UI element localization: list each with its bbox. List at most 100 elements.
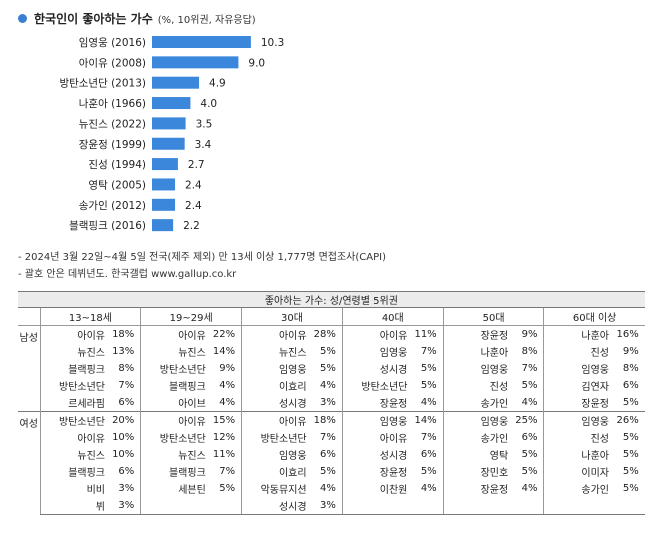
singer-percent: 6%: [320, 449, 336, 460]
singer-name: 블랙핑크: [140, 463, 208, 480]
header-blank: [18, 307, 40, 326]
singer-name: 세븐틴: [140, 480, 208, 497]
singer-name: 이효리: [241, 377, 309, 394]
singer-name: 방탄소년단: [140, 429, 208, 446]
singer-name: 나훈아: [442, 343, 511, 360]
singer-name: 진성: [543, 343, 611, 360]
singer-name: 뉴진스: [140, 343, 208, 360]
singer-percent: 3%: [107, 497, 141, 515]
singer-percent: 16%: [610, 325, 645, 343]
singer-percent: 18%: [308, 411, 343, 429]
singer-percent: 6%: [118, 466, 135, 477]
singer-name: 방탄소년단: [39, 377, 107, 394]
singer-name: 임영웅: [442, 411, 511, 429]
singer-percent: 5%: [320, 363, 336, 374]
singer-name: 임영웅: [543, 411, 611, 429]
singer-percent: [207, 497, 242, 515]
singer-percent: 7%: [118, 380, 135, 391]
singer-name: [140, 497, 208, 515]
singer-percent: 7%: [521, 363, 538, 374]
singer-percent: 28%: [308, 325, 343, 343]
singer-name: 아이유: [39, 429, 107, 446]
singer-percent: 11%: [212, 449, 236, 460]
table-row: 남성 아이유 18% 아이유 22% 아이유 28% 아이유 11% 장윤정 9% 나훈아 16%: [18, 325, 645, 412]
singer-percent: 3%: [118, 483, 135, 494]
singer-percent: 5%: [622, 432, 639, 443]
singer-name: 비비: [39, 480, 107, 497]
table-row: 뷔 3% 성시경 3%: [18, 497, 645, 515]
singer-percent: 8%: [622, 363, 639, 374]
singer-percent: 5%: [622, 397, 639, 408]
singer-percent: 5%: [320, 346, 336, 357]
singer-name: 뉴진스: [140, 446, 208, 463]
singer-name: 방탄소년단: [341, 377, 410, 394]
singer-name: 영탁: [442, 446, 511, 463]
singer-name: 아이브: [140, 394, 208, 412]
category-label: 장윤정 (1999): [79, 139, 146, 151]
age-group-header: 30대: [241, 307, 343, 326]
singer-percent: 5%: [622, 483, 639, 494]
table-row: 르세라핌 6% 아이브 4% 성시경 3% 장윤정 4% 송가인 4% 장윤정 5%: [18, 394, 645, 412]
singer-percent: 7%: [320, 432, 336, 443]
singer-percent: 7%: [420, 346, 437, 357]
chart-title: 한국인이 좋아하는 가수: [34, 11, 153, 26]
footnote-survey: - 2024년 3월 22일~4월 5일 전국(제주 제외) 만 13세 이상 …: [18, 252, 386, 263]
table-row: 아이유 10% 방탄소년단 12% 방탄소년단 7% 아이유 7% 송가인 6% 진성 5%: [18, 429, 645, 446]
singer-name: 임영웅: [241, 446, 309, 463]
singer-percent: 18%: [107, 325, 141, 343]
singer-percent: 6%: [118, 397, 135, 408]
singer-percent: 7%: [420, 432, 437, 443]
bar: [152, 198, 176, 211]
singer-percent: 22%: [207, 325, 242, 343]
singer-percent: 7%: [219, 466, 236, 477]
singer-name: 진성: [543, 429, 611, 446]
singer-name: 뉴진스: [241, 343, 309, 360]
value-label: 4.9: [209, 78, 226, 90]
singer-percent: 13%: [112, 346, 135, 357]
singer-percent: 6%: [622, 380, 639, 391]
age-group-header: 19~29세: [140, 307, 242, 326]
category-label: 영탁 (2005): [88, 179, 146, 191]
singer-percent: 5%: [420, 466, 437, 477]
footnote-source: - 괄호 안은 데뷔년도. 한국갤럽 www.gallup.co.kr: [18, 269, 237, 280]
singer-name: 아이유: [241, 411, 309, 429]
bar: [152, 178, 176, 191]
table-row: 방탄소년단 7% 블랙핑크 4% 이효리 4% 방탄소년단 5% 진성 5% 김연자 6%: [18, 377, 645, 394]
singer-name: 장윤정: [442, 325, 511, 343]
singer-percent: 26%: [610, 411, 645, 429]
singer-name: 아이유: [140, 411, 208, 429]
table-row: 블랙핑크 6% 블랙핑크 7% 이효리 5% 장윤정 5% 장민호 5% 이미자 5%: [18, 463, 645, 480]
singer-percent: [510, 497, 544, 515]
singer-name: 아이유: [39, 325, 107, 343]
gender-label: 남성: [18, 325, 40, 412]
singer-name: [543, 497, 611, 515]
category-label: 아이유 (2008): [79, 57, 146, 69]
value-label: 2.4: [185, 200, 202, 212]
age-group-header: 50대: [442, 307, 544, 326]
value-label: 2.2: [183, 220, 200, 232]
singer-name: 진성: [442, 377, 511, 394]
gender-label: 여성: [18, 411, 40, 515]
bar: [152, 117, 186, 130]
singer-percent: 6%: [521, 432, 538, 443]
singer-percent: 3%: [308, 497, 343, 515]
singer-percent: 5%: [622, 449, 639, 460]
singer-name: 아이유: [140, 325, 208, 343]
singer-percent: 4%: [320, 380, 336, 391]
singer-percent: 5%: [521, 466, 538, 477]
singer-name: 뉴진스: [39, 343, 107, 360]
singer-percent: 20%: [107, 411, 141, 429]
singer-percent: 5%: [521, 449, 538, 460]
bar: [152, 137, 185, 150]
singer-name: 블랙핑크: [39, 360, 107, 377]
value-label: 9.0: [248, 57, 265, 69]
singer-percent: 5%: [420, 380, 437, 391]
singer-name: 성시경: [241, 394, 309, 412]
table-row: 비비 3% 세븐틴 5% 악동뮤지션 4% 이찬원 4% 장윤정 4% 송가인 5%: [18, 480, 645, 497]
bar: [152, 97, 191, 110]
chart-subtitle: (%, 10위권, 자유응답): [157, 14, 256, 26]
singer-name: 장윤정: [341, 394, 410, 412]
bar: [152, 76, 200, 89]
singer-name: 장민호: [442, 463, 511, 480]
category-label: 임영웅 (2016): [79, 36, 146, 49]
